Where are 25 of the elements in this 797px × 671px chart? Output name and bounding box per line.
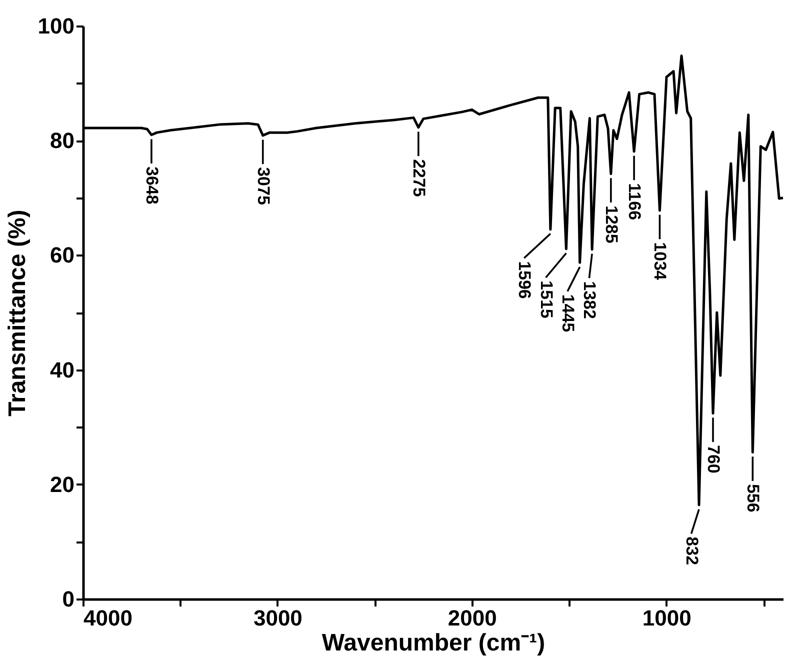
annotation: 1382 (580, 281, 600, 319)
y-tick-label: 40 (50, 357, 74, 382)
annotation: 1445 (558, 294, 578, 332)
annotation: 3075 (254, 167, 273, 205)
annotation: 1515 (536, 280, 556, 318)
annotation: 3648 (142, 166, 162, 204)
y-tick-label: 20 (50, 472, 74, 497)
annotation: 832 (682, 536, 702, 566)
annotation: 1034 (650, 242, 670, 281)
y-tick-label: 80 (50, 128, 74, 154)
annotation: 1166 (625, 183, 644, 220)
y-axis-title: Transmittance (%) (4, 210, 31, 416)
y-tick-label: 0 (62, 586, 74, 612)
annotation: 1596 (515, 261, 534, 299)
y-tick-label: 60 (50, 242, 74, 268)
y-tick-label: 100 (38, 14, 74, 38)
annotation: 760 (704, 445, 723, 474)
x-tick-label: 3000 (253, 606, 302, 630)
x-tick-label: 4000 (84, 606, 132, 630)
x-axis-title: Wavenumber (cm⁻¹) (322, 630, 546, 656)
annotation: 556 (744, 484, 763, 512)
x-tick-label: 1000 (642, 606, 692, 630)
x-tick-label: 2000 (448, 606, 497, 630)
annotation: 2275 (409, 159, 428, 197)
annotation: 1285 (602, 205, 621, 244)
